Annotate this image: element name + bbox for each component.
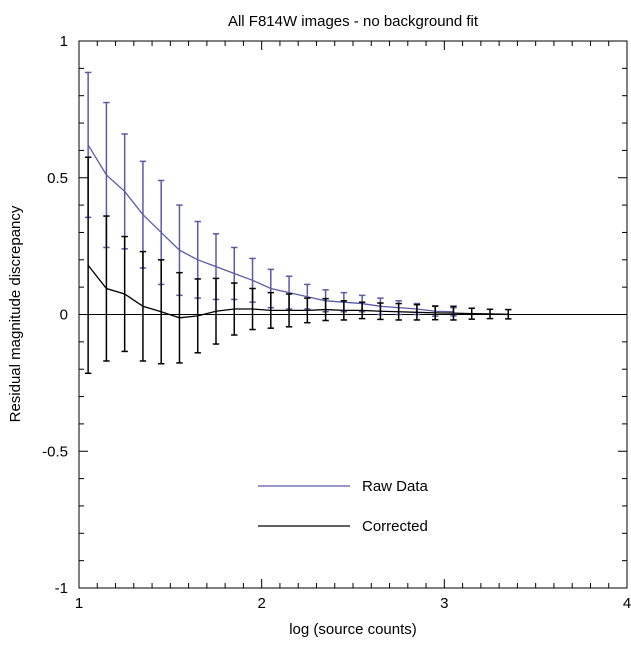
- chart-title: All F814W images - no background fit: [228, 13, 479, 30]
- series-raw-data: [84, 71, 457, 317]
- y-tick-label: 1: [60, 33, 68, 50]
- x-tick-label: 2: [257, 595, 265, 612]
- x-axis: 1 2 3 4: [75, 41, 631, 612]
- x-tick-label: 1: [75, 595, 83, 612]
- series-corrected: [84, 156, 512, 375]
- x-tick-label: 4: [623, 595, 631, 612]
- legend-label-raw-data: Raw Data: [362, 478, 429, 495]
- y-tick-label: -1: [55, 580, 68, 597]
- series-line-corrected: [87, 264, 509, 319]
- series-line-raw-data: [87, 144, 454, 313]
- x-tick-label: 3: [440, 595, 448, 612]
- y-tick-label: -0.5: [42, 443, 68, 460]
- legend: Raw Data Corrected: [258, 478, 429, 535]
- y-tick-label: 0: [60, 307, 68, 324]
- y-tick-label: 0.5: [47, 170, 68, 187]
- y-axis-title: Residual magnitude discrepancy: [7, 205, 24, 422]
- series-layer: [84, 71, 512, 375]
- legend-label-corrected: Corrected: [362, 518, 428, 535]
- x-axis-title: log (source counts): [289, 621, 417, 638]
